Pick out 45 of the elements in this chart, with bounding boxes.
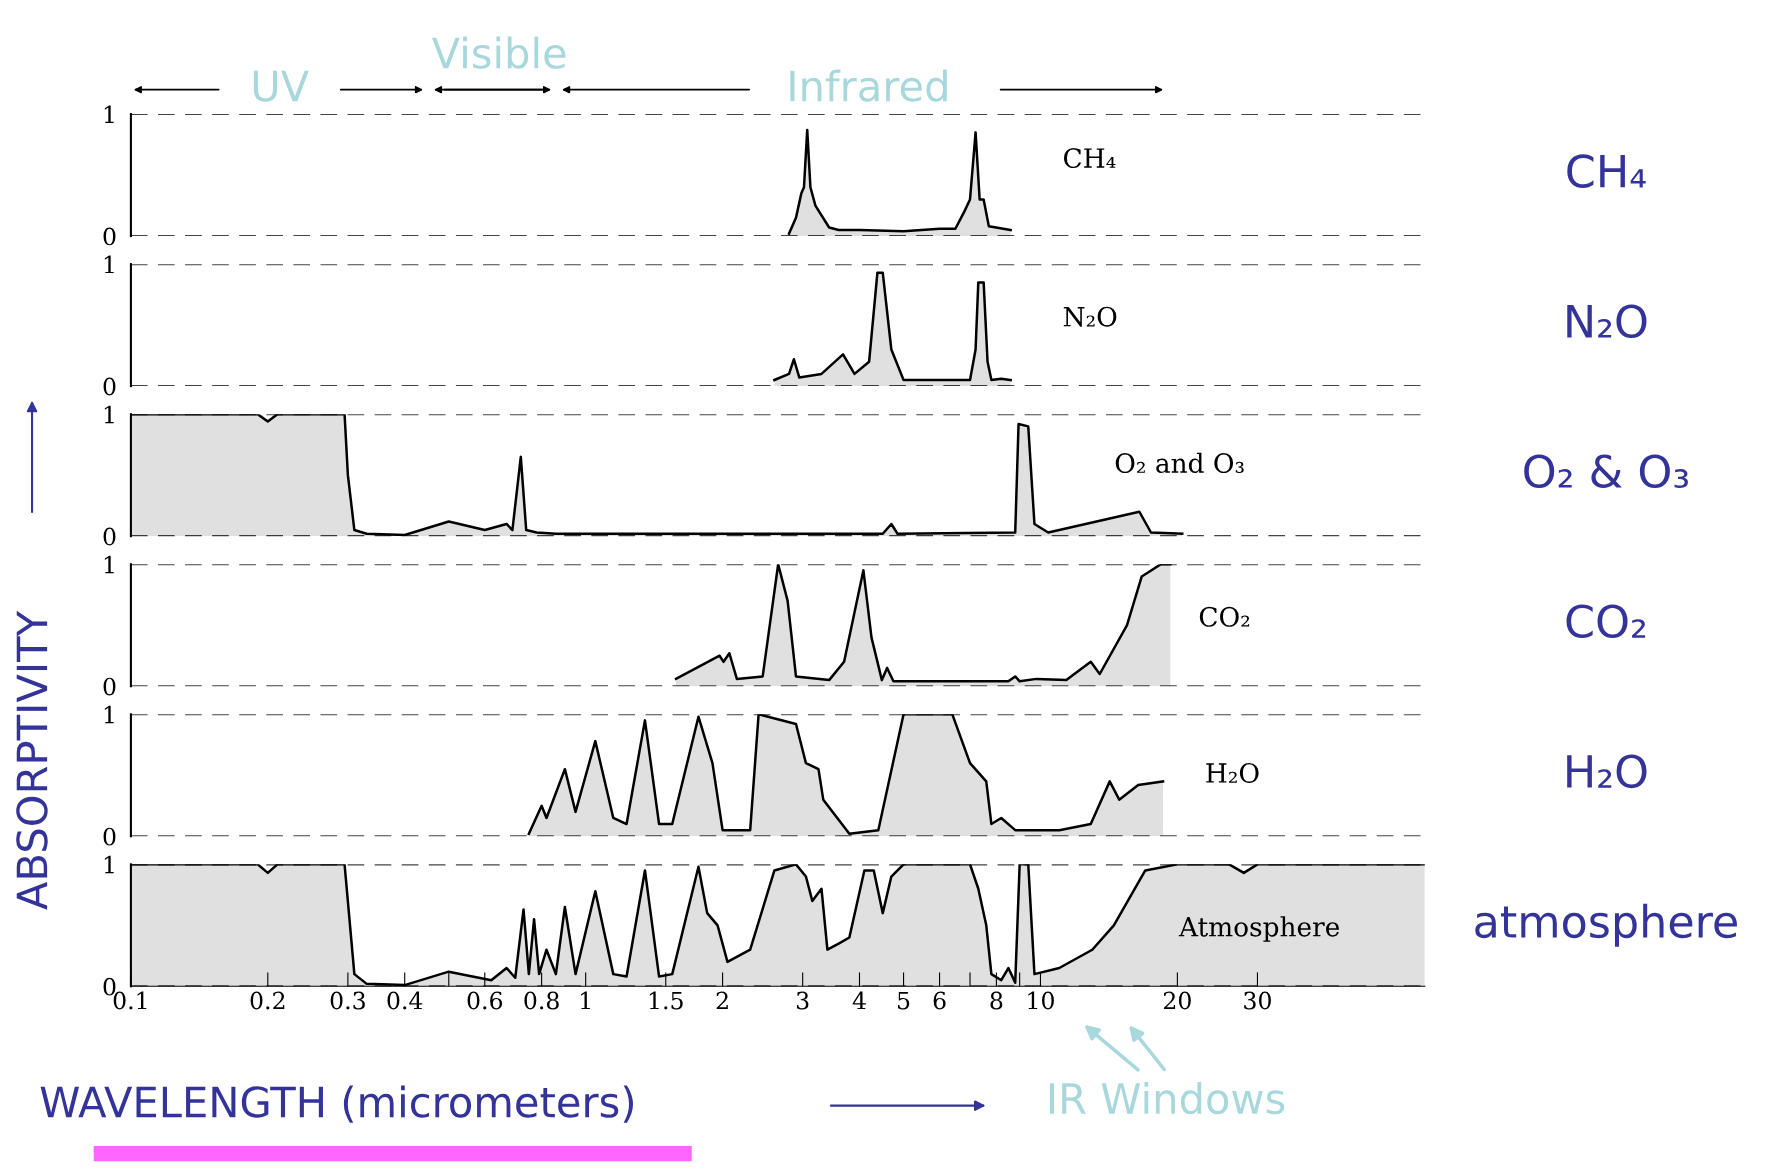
text: H₂O [1567, 754, 1647, 789]
x-tick-label: 0.2 [250, 991, 285, 1010]
series-label: O₂ and O₃ [1115, 452, 1244, 474]
text: CH₄ [1567, 154, 1646, 188]
x-tick-label: 10 [1028, 991, 1054, 1010]
text: CO₂ [1566, 604, 1646, 639]
y-tick-label: 0 [103, 527, 116, 546]
y-tick-label: 1 [104, 705, 114, 724]
x-tick-label: 0.3 [330, 991, 365, 1010]
x-tick-label: 6 [933, 991, 946, 1010]
y-tick-label: 0 [103, 677, 116, 696]
text: CH₄ [1063, 148, 1116, 169]
x-tick-label: 2 [716, 991, 728, 1010]
y-tick-label: 0 [103, 827, 116, 846]
text: Visible [431, 36, 566, 69]
text: Infrared [790, 69, 947, 102]
text: UV [253, 70, 309, 102]
y-tick-label: 1 [104, 405, 114, 424]
x-tick-label: 0.6 [467, 991, 503, 1010]
series-label: H₂O [1206, 762, 1259, 783]
text: N₂O [1567, 304, 1647, 339]
x-tick-label: 4 [852, 991, 866, 1010]
x-tick-label: 20 [1163, 991, 1191, 1010]
text: atmosphere [1475, 903, 1737, 947]
y-tick-label: 0 [103, 377, 116, 396]
series-label: Atmosphere [1178, 916, 1340, 942]
x-tick-label: 8 [990, 991, 1003, 1010]
x-tick-label: 5 [898, 991, 910, 1010]
x-tick-label: 0.8 [524, 991, 559, 1010]
x-tick-label: 3 [796, 991, 809, 1010]
x-tick-label: 1.5 [649, 991, 683, 1010]
y-tick-label: 1 [104, 255, 114, 274]
y-tick-label: 1 [104, 855, 114, 874]
x-axis-title: WAVELENGTH (micrometers) [40, 1085, 633, 1123]
y-tick-label: 1 [104, 105, 114, 124]
x-tick-label: 1 [581, 991, 590, 1010]
series-label: CO₂ [1199, 606, 1250, 627]
y-tick-label: 1 [104, 555, 114, 574]
text: N₂O [1063, 306, 1117, 327]
x-tick-label: 30 [1244, 991, 1271, 1010]
x-tick-label: 0.4 [387, 991, 423, 1010]
y-tick-label: 0 [103, 227, 116, 246]
y-axis-title: ABSORPTIVITY [16, 610, 48, 910]
text: O₂ & O₃ [1524, 454, 1688, 489]
text: IR Windows [1049, 1082, 1285, 1115]
